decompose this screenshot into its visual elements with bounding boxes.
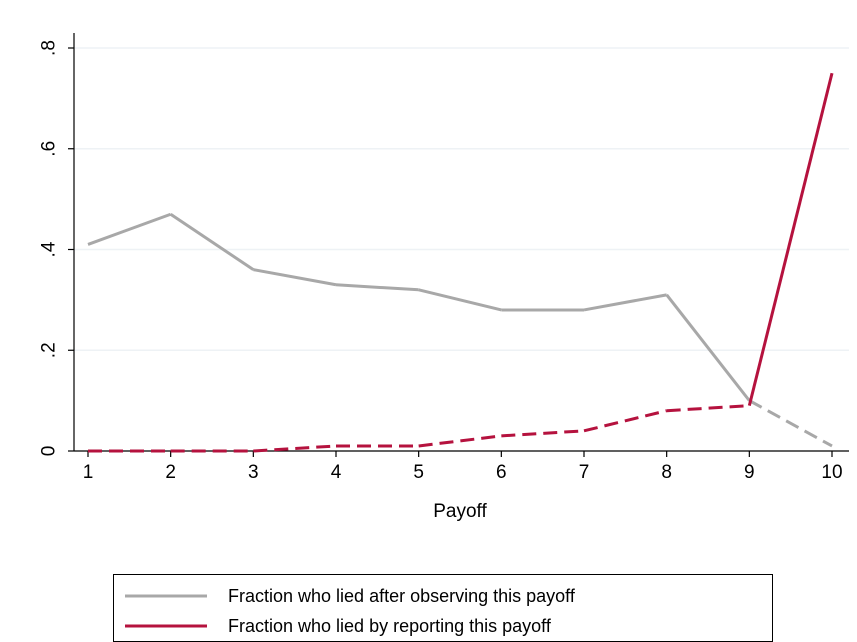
x-tick-label-7: 8 xyxy=(661,462,672,483)
series-1-segment-7 xyxy=(666,404,750,413)
x-tick-label-1: 2 xyxy=(165,462,176,483)
series-0-segment-6 xyxy=(583,293,667,312)
y-tick-label-4: .8 xyxy=(39,40,60,56)
series-0-segment-7 xyxy=(665,293,751,402)
x-tick-label-3: 4 xyxy=(331,462,342,483)
x-tick-label-9: 10 xyxy=(821,462,842,483)
series-0-segment-1 xyxy=(169,212,255,271)
series-1-segment-2 xyxy=(253,444,337,453)
y-tick-label-0: 0 xyxy=(39,446,60,457)
series-1-segment-5 xyxy=(501,429,585,438)
series-1-segment-4 xyxy=(418,434,502,448)
x-tick-label-6: 7 xyxy=(579,462,590,483)
series-0-segment-2 xyxy=(253,268,337,287)
x-tick-label-8: 9 xyxy=(744,462,755,483)
x-tick-label-5: 6 xyxy=(496,462,507,483)
x-axis-title: Payoff xyxy=(433,501,487,522)
y-tick-label-2: .4 xyxy=(39,241,60,257)
legend-box xyxy=(113,574,773,642)
gridlines xyxy=(74,47,849,351)
series-0-segment-0 xyxy=(87,212,172,246)
y-axis-ticks: 0 .2 .4 .6 .8 xyxy=(39,40,74,456)
series-0-segment-8 xyxy=(748,399,833,448)
y-tick-label-3: .6 xyxy=(39,141,60,157)
legend-label-0: Fraction who lied after observing this p… xyxy=(228,586,576,606)
y-tick-label-1: .2 xyxy=(39,342,60,358)
legend-label-1: Fraction who lied by reporting this payo… xyxy=(228,616,552,636)
x-axis-ticks: 1 2 3 4 5 6 7 8 9 10 xyxy=(83,451,843,483)
series-1-segment-6 xyxy=(583,409,668,433)
x-tick-label-4: 5 xyxy=(413,462,424,483)
legend: Fraction who lied after observing this p… xyxy=(113,574,773,642)
x-tick-label-2: 3 xyxy=(248,462,259,483)
series-lines xyxy=(87,72,834,453)
series-0-segment-3 xyxy=(335,283,419,292)
series-1-segment-8 xyxy=(747,72,834,407)
x-tick-label-0: 1 xyxy=(83,462,94,483)
series-0-segment-4 xyxy=(418,288,502,312)
